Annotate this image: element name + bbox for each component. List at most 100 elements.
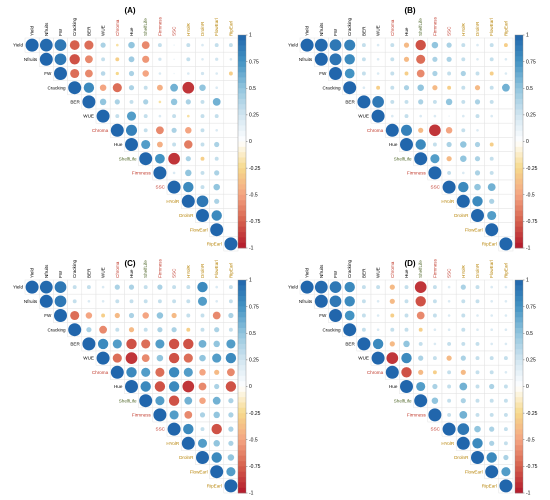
colorbar-tick-label: 0.75: [526, 59, 536, 65]
colorbar-segment: [515, 402, 523, 409]
correlation-circle: [376, 72, 380, 75]
correlation-circle: [155, 367, 165, 377]
correlation-circle: [186, 43, 191, 48]
correlation-circle: [84, 40, 94, 50]
correlation-circle: [25, 280, 39, 294]
colorbar-segment: [238, 189, 246, 196]
correlation-circle: [227, 368, 235, 377]
correlation-circle: [372, 96, 384, 108]
colorbar-segment: [238, 66, 246, 73]
correlation-circle: [141, 367, 151, 377]
correlation-circle: [215, 86, 218, 89]
column-label: Yield: [30, 268, 35, 278]
correlation-circle: [173, 72, 175, 75]
correlation-circle: [357, 95, 371, 109]
colorbar-segment: [238, 242, 246, 249]
correlation-circle: [143, 299, 148, 304]
correlation-circle: [115, 327, 120, 332]
correlation-circle: [54, 309, 67, 322]
grid-cell: [484, 122, 500, 138]
correlation-circle: [448, 115, 450, 117]
colorbar-tick-label: 1: [249, 33, 252, 39]
row-label: HYolR: [441, 199, 455, 204]
correlation-circle: [401, 367, 412, 378]
column-label: WUE: [376, 25, 381, 36]
correlation-circle: [156, 354, 164, 362]
correlation-circle: [489, 71, 494, 76]
correlation-circle: [361, 299, 366, 304]
correlation-circle: [504, 58, 508, 61]
correlation-circle: [114, 312, 120, 319]
correlation-circle: [215, 72, 218, 75]
colorbar-segment: [238, 237, 246, 243]
correlation-circle: [200, 156, 205, 161]
correlation-circle: [172, 114, 177, 119]
correlation-circle: [390, 71, 395, 76]
grid-cell: [223, 193, 239, 209]
colorbar-segment: [515, 66, 523, 73]
correlation-circle: [490, 300, 494, 303]
correlation-circle: [489, 412, 494, 417]
correlation-circle: [214, 43, 219, 48]
colorbar-segment: [515, 418, 523, 425]
correlation-circle: [228, 398, 234, 404]
colorbar-segment: [238, 40, 246, 46]
grid-cell: [223, 137, 239, 152]
correlation-circle: [143, 327, 148, 332]
correlation-circle: [504, 371, 508, 374]
colorbar-segment: [238, 168, 246, 174]
correlation-circle: [210, 223, 224, 237]
correlation-circle: [99, 98, 107, 106]
correlation-circle: [187, 114, 190, 118]
row-label: FW: [44, 71, 52, 76]
grid-cell: [223, 208, 239, 223]
correlation-circle: [173, 44, 175, 46]
correlation-circle: [475, 412, 480, 417]
correlation-circle: [70, 68, 80, 79]
correlation-circle: [476, 328, 479, 332]
grid-cell: [223, 108, 239, 124]
column-label: FlowEarl: [214, 18, 219, 36]
row-label: Chroma: [367, 128, 384, 133]
colorbar-segment: [515, 327, 523, 334]
correlation-circle: [211, 423, 222, 435]
correlation-circle: [185, 99, 191, 105]
colorbar-tick-label: -0.75: [526, 219, 538, 225]
row-label: Hue: [114, 384, 123, 389]
correlation-circle: [502, 83, 510, 92]
correlation-circle: [156, 141, 163, 148]
correlation-circle: [199, 412, 206, 418]
correlation-circle: [476, 314, 479, 317]
correlation-circle: [462, 114, 465, 118]
colorbar-segment: [238, 290, 246, 297]
correlation-circle: [460, 355, 466, 361]
correlation-circle: [390, 99, 395, 104]
correlation-circle: [376, 300, 380, 303]
colorbar-segment: [238, 120, 246, 126]
grid-cell: [498, 108, 514, 124]
correlation-circle: [183, 181, 194, 193]
correlation-circle: [403, 340, 410, 348]
row-label: BER: [70, 100, 80, 105]
colorbar-segment: [515, 391, 523, 398]
colorbar-segment: [238, 349, 246, 355]
colorbar-segment: [238, 407, 246, 414]
correlation-circle: [447, 370, 452, 375]
correlation-circle: [183, 367, 193, 377]
correlation-circle: [475, 341, 480, 346]
column-label: WUE: [376, 267, 381, 278]
correlation-circle: [157, 299, 162, 304]
correlation-circle: [200, 427, 205, 432]
correlation-circle: [155, 153, 165, 164]
correlation-circle: [214, 170, 220, 176]
correlation-circle: [39, 38, 53, 52]
colorbar-segment: [238, 487, 246, 494]
correlation-circle: [456, 436, 470, 450]
correlation-circle: [200, 170, 205, 175]
colorbar-segment: [238, 482, 246, 488]
colorbar-segment: [238, 429, 246, 435]
correlation-circle: [225, 352, 237, 364]
column-label: WUE: [101, 25, 106, 36]
correlation-circle: [227, 454, 235, 461]
colorbar-segment: [515, 56, 523, 62]
